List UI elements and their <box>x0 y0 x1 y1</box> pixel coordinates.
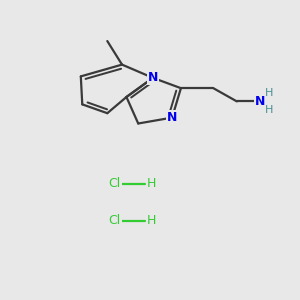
Text: N: N <box>148 71 158 84</box>
Text: H: H <box>265 88 273 98</box>
Text: N: N <box>255 95 266 108</box>
Text: H: H <box>265 105 273 115</box>
Text: H: H <box>147 177 156 190</box>
Text: N: N <box>167 111 177 124</box>
Text: H: H <box>147 214 156 227</box>
Text: Cl: Cl <box>109 214 121 227</box>
Text: Cl: Cl <box>109 177 121 190</box>
